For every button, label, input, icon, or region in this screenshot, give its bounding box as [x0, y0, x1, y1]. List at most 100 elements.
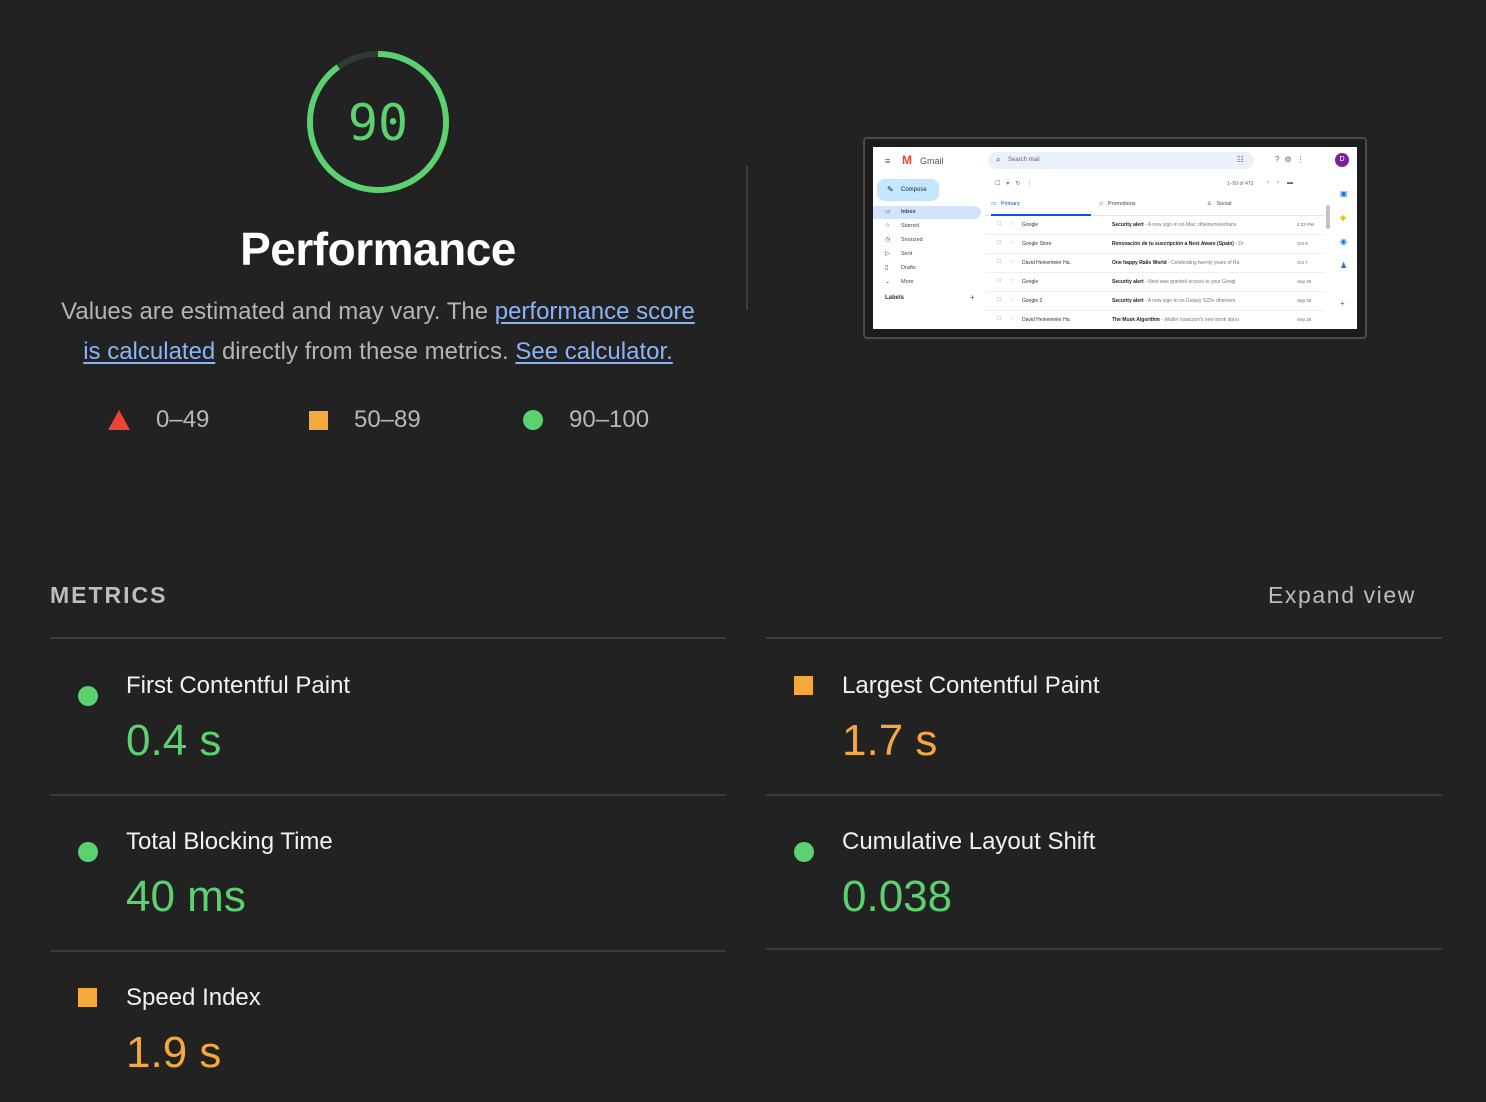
- email-subject-line: One happy Rails World - Celebrating twen…: [1112, 260, 1277, 266]
- email-snippet: - Nest was granted access to your Googl: [1143, 279, 1236, 285]
- tab-label: Primary: [1000, 201, 1020, 207]
- email-subject-line: Security alert - A new sign-in on Mac: d…: [1112, 222, 1277, 228]
- final-screenshot-frame[interactable]: ≡ M Gmail ⌕ Search mail ☷ ?⚙⋮ D ✎ Compos…: [863, 137, 1367, 339]
- search-placeholder: Search mail: [1008, 157, 1040, 163]
- metric-largest-contentful-paint: Largest Contentful Paint 1.7 s: [766, 672, 1442, 782]
- metric-value: 1.7 s: [842, 716, 938, 765]
- toolbar-icons: ☐▾↻⋮: [995, 181, 1039, 187]
- expand-view-toggle[interactable]: Expand view: [1267, 582, 1416, 608]
- metric-total-blocking-time: Total Blocking Time 40 ms: [50, 828, 726, 938]
- legend-range: 90–100: [569, 406, 650, 433]
- square-icon: [794, 676, 813, 695]
- email-row: ☐ ☆ Google 2 Security alert - A new sign-in…: [985, 292, 1325, 311]
- checkbox-icon: ☐: [997, 259, 1002, 265]
- description-text-middle: directly from these metrics.: [215, 338, 516, 365]
- metric-speed-index: Speed Index 1.9 s: [50, 984, 726, 1094]
- email-snippet: - Dr: [1233, 241, 1244, 247]
- star-icon: ☆: [1009, 259, 1014, 265]
- metric-label: Largest Contentful Paint: [842, 672, 1100, 699]
- performance-score-link[interactable]: performance score: [494, 298, 695, 325]
- email-subject: Renovación de tu suscripción a Nest Awar…: [1112, 241, 1234, 247]
- performance-score-gauge: 90: [304, 48, 452, 196]
- metrics-divider: [50, 950, 726, 952]
- email-date: Sep 28: [1297, 298, 1312, 303]
- star-icon: ☆: [1009, 297, 1014, 303]
- keep-icon: ◆: [1340, 213, 1347, 222]
- metric-label: Total Blocking Time: [126, 828, 333, 855]
- email-row: ☐ ☆ David Heinemeier Ha. One happy Rails Wo…: [985, 254, 1325, 273]
- email-subject: Security alert: [1112, 222, 1144, 228]
- star-icon: ☆: [1009, 221, 1014, 227]
- email-list: ☐ ☆ Google Security alert - A new sign-in o…: [985, 216, 1325, 329]
- vertical-divider: [746, 166, 748, 310]
- metric-label: Cumulative Layout Shift: [842, 828, 1096, 855]
- nav-item-snoozed: ◷ Snoozed: [873, 234, 981, 247]
- metric-label: First Contentful Paint: [126, 672, 351, 699]
- checkbox-icon: ☐: [997, 278, 1002, 284]
- tab-label: Social: [1216, 201, 1232, 207]
- email-subject-line: Renovación de tu suscripción a Nest Awar…: [1112, 241, 1277, 247]
- metrics-divider: [766, 637, 1442, 639]
- nav-item-sent: ▷ Sent: [873, 248, 981, 261]
- email-subject-line: The Musk Algorithm - Walter Isaacson's n…: [1112, 317, 1277, 323]
- gauge-arc: [307, 51, 449, 193]
- email-from: Google Store: [1022, 241, 1052, 247]
- gmail-main: ☐▾↻⋮ 1–50 of 473 ‹›▬ ▭ Primary ◇ Promoti…: [985, 175, 1325, 329]
- description-text: Values are estimated and may vary. The: [61, 298, 495, 325]
- avatar: D: [1335, 153, 1349, 167]
- gmail-toolbar: ☐▾↻⋮ 1–50 of 473 ‹›▬: [985, 175, 1325, 195]
- email-subject: Security alert: [1112, 279, 1144, 285]
- tab-social: ♙ Social: [1207, 201, 1232, 207]
- email-snippet: - Walter Isaacson's new book abou: [1159, 317, 1239, 323]
- compose-button: ✎ Compose: [877, 179, 939, 201]
- clock-icon: ◷: [885, 237, 891, 243]
- nav-item-more: ⌄ More: [873, 276, 981, 289]
- email-row: ☐ ☆ Google Security alert - A new sign-in o…: [985, 216, 1325, 235]
- email-row: ☐ ☆ Google Store Renovación de tu suscripci…: [985, 235, 1325, 254]
- message-count: 1–50 of 473: [1227, 181, 1254, 187]
- inbox-icon: ▭: [885, 209, 891, 215]
- star-icon: ☆: [1009, 240, 1014, 246]
- metric-value: 1.9 s: [126, 1028, 222, 1077]
- calendar-icon: ▣: [1340, 189, 1348, 198]
- metrics-divider: [766, 794, 1442, 796]
- compose-label: Compose: [901, 187, 927, 193]
- email-snippet: - A new sign-in on Galaxy S23+ dheinem: [1143, 298, 1236, 304]
- contacts-icon: ♟: [1340, 261, 1348, 270]
- filter-icon: ☷: [1236, 155, 1244, 164]
- star-icon: ☆: [1009, 316, 1014, 322]
- search-icon: ⌕: [996, 155, 1001, 164]
- see-calculator-link[interactable]: See calculator.: [515, 338, 673, 365]
- is-calculated-link[interactable]: is calculated: [83, 338, 216, 365]
- metrics-divider: [766, 948, 1442, 950]
- metric-first-contentful-paint: First Contentful Paint 0.4 s: [50, 672, 726, 782]
- email-from: David Heinemeier Ha.: [1022, 260, 1071, 266]
- gmail-logo-icon: M: [902, 153, 912, 167]
- final-screenshot: ≡ M Gmail ⌕ Search mail ☷ ?⚙⋮ D ✎ Compos…: [873, 147, 1357, 329]
- nav-label: Starred: [901, 223, 920, 229]
- email-subject: The Musk Algorithm: [1112, 317, 1160, 323]
- email-from: David Heinemeier Ha.: [1022, 317, 1071, 323]
- header-icons: ?⚙⋮: [1275, 155, 1310, 164]
- email-subject: Security alert: [1112, 298, 1144, 304]
- circle-icon: [78, 686, 98, 706]
- legend-item-poor: 0–49: [108, 406, 209, 434]
- labels-heading: Labels: [885, 295, 905, 301]
- pagination-icons: ‹›▬: [1267, 180, 1301, 186]
- metric-label: Speed Index: [126, 984, 261, 1011]
- email-date: 4:23 PM: [1297, 222, 1314, 227]
- legend-item-good: 90–100: [523, 406, 649, 434]
- tasks-icon: ◉: [1340, 237, 1347, 246]
- email-from: Google: [1022, 279, 1039, 285]
- nav-item-starred: ☆ Starred: [873, 220, 981, 233]
- circle-icon: [523, 410, 543, 430]
- email-date: Oct 8: [1297, 241, 1308, 246]
- star-icon: ☆: [1009, 278, 1014, 284]
- active-tab-indicator: [991, 214, 1091, 216]
- email-subject-line: Security alert - Nest was granted access…: [1112, 279, 1277, 285]
- gauge-ring: [307, 51, 449, 193]
- legend-item-average: 50–89: [309, 406, 421, 434]
- metric-value: 0.4 s: [126, 716, 222, 765]
- checkbox-icon: ☐: [997, 240, 1002, 246]
- email-snippet: - Celebrating twenty years of Ra: [1166, 260, 1240, 266]
